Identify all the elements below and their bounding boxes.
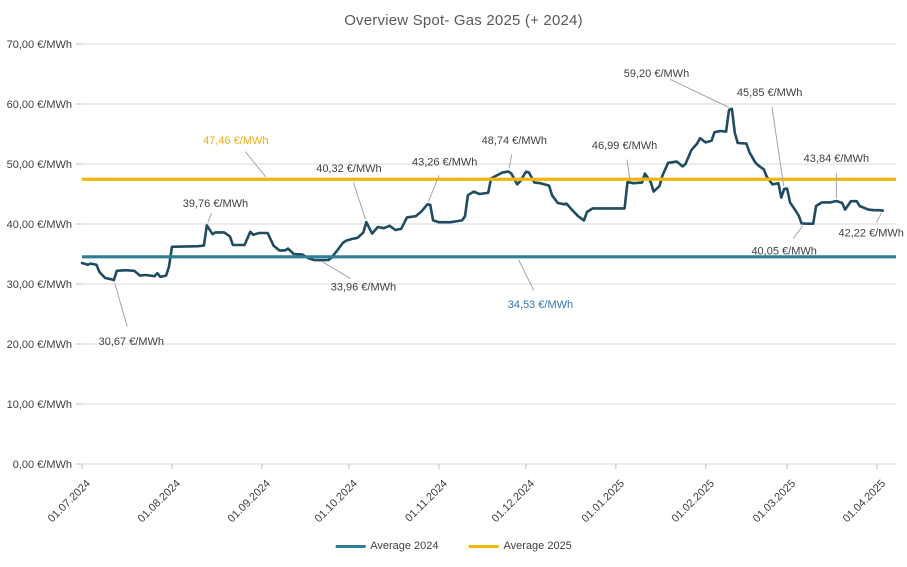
annotation-leader-line (508, 154, 513, 169)
annotation-label: 46,99 €/MWh (592, 140, 657, 152)
annotation-label: 59,20 €/MWh (624, 68, 689, 80)
chart-title: Overview Spot- Gas 2025 (+ 2024) (344, 12, 583, 29)
x-axis-label: 01.04.2025 (841, 478, 888, 525)
x-axis-label: 01.07.2024 (46, 478, 93, 525)
spot-price-line (80, 107, 885, 282)
y-axis-label: 50,00 €/MWh (7, 159, 72, 171)
annotation-label: 34,53 €/MWh (508, 299, 573, 311)
annotation-label: 42,22 €/MWh (838, 227, 903, 239)
y-axis-label: 40,00 €/MWh (7, 219, 72, 231)
x-axis-label: 01.08.2024 (136, 478, 183, 525)
x-axis-label: 01.02.2025 (670, 478, 717, 525)
annotation-leader-line (244, 151, 267, 178)
annotation-label: 47,46 €/MWh (203, 135, 268, 147)
x-axis-label: 01.11.2024 (403, 478, 450, 525)
y-axis-label: 70,00 €/MWh (7, 39, 72, 51)
y-axis-label: 0,00 €/MWh (13, 459, 72, 471)
annotation-leader-line (322, 261, 351, 280)
legend-swatch (468, 544, 499, 548)
annotation-label: 48,74 €/MWh (482, 135, 547, 147)
annotation-leader-line (626, 159, 631, 180)
annotation-leader-line (207, 212, 213, 223)
annotation-label: 40,05 €/MWh (751, 245, 816, 257)
annotation-leader-line (771, 106, 785, 186)
x-axis-label: 01.12.2024 (490, 478, 537, 525)
annotation-leader-line (427, 175, 440, 202)
legend-item-average-2024: Average 2024 (335, 540, 439, 552)
annotation-label: 39,76 €/MWh (183, 198, 248, 210)
annotation-leader-line (875, 213, 882, 223)
annotation-label: 40,32 €/MWh (316, 163, 381, 175)
y-axis-label: 30,00 €/MWh (7, 279, 72, 291)
annotation-label: 43,26 €/MWh (412, 157, 477, 169)
legend-item-average-2025: Average 2025 (468, 540, 572, 552)
legend-label: Average 2025 (503, 540, 572, 552)
annotation-label: 43,84 €/MWh (804, 153, 869, 165)
annotation-leader-line (353, 182, 366, 220)
legend-label: Average 2024 (370, 540, 439, 552)
legend-swatch (335, 544, 366, 548)
annotation-leader-line (114, 282, 128, 327)
x-axis-label: 01.09.2024 (226, 478, 273, 525)
x-axis-label: 01.10.2024 (313, 478, 360, 525)
x-axis-label: 01.03.2025 (751, 478, 798, 525)
y-axis-label: 10,00 €/MWh (7, 399, 72, 411)
x-axis-label: 01.01.2025 (580, 478, 627, 525)
y-axis-label: 20,00 €/MWh (7, 339, 72, 351)
annotation-label: 30,67 €/MWh (99, 336, 164, 348)
annotation-leader-line (792, 225, 803, 239)
annotation-label: 45,85 €/MWh (737, 87, 802, 99)
annotation-label: 33,96 €/MWh (331, 281, 396, 293)
chart-legend: Average 2024 Average 2025 (335, 540, 572, 552)
annotation-leader-line (518, 259, 535, 291)
y-axis-label: 60,00 €/MWh (7, 99, 72, 111)
annotation-leader-line (669, 78, 730, 108)
